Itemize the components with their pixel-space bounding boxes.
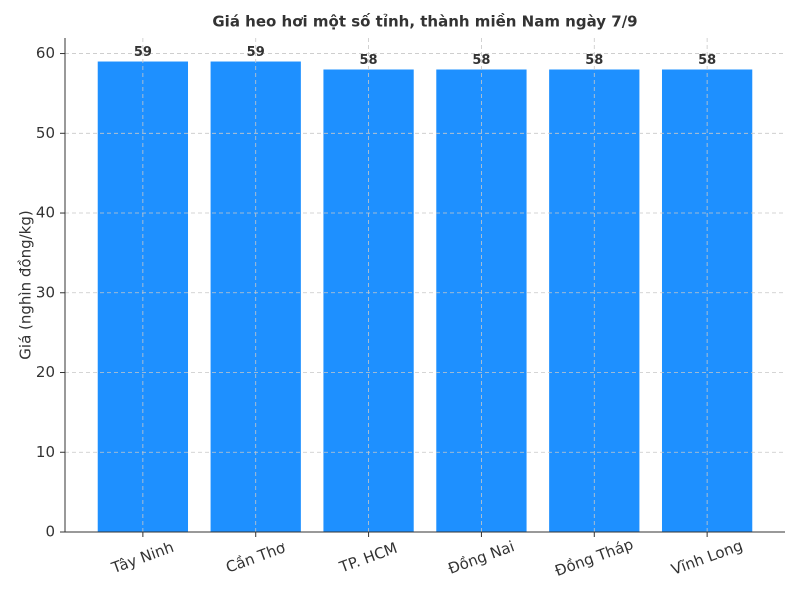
- x-tick-label: TP. HCM: [336, 539, 400, 577]
- y-tick-label: 10: [36, 443, 55, 461]
- x-tick-label: Đồng Tháp: [553, 535, 636, 580]
- x-tick-label: Tây Ninh: [108, 538, 176, 577]
- x-tick-label: Cần Thơ: [223, 538, 288, 576]
- value-label: 58: [360, 53, 378, 68]
- y-tick-label: 0: [45, 523, 55, 541]
- value-label: 58: [472, 53, 490, 68]
- value-label: 58: [698, 53, 716, 68]
- y-tick-label: 60: [36, 44, 55, 62]
- y-tick-label: 30: [36, 283, 55, 301]
- y-axis-label: Giá (nghìn đồng/kg): [17, 210, 35, 359]
- value-label: 59: [134, 45, 152, 60]
- x-tick-label: Vĩnh Long: [669, 536, 745, 578]
- y-tick-label: 40: [36, 204, 55, 222]
- value-label: 58: [585, 53, 603, 68]
- y-tick-label: 20: [36, 363, 55, 381]
- x-tick-label: Đồng Nai: [446, 537, 517, 578]
- value-label: 59: [247, 45, 265, 60]
- y-tick-label: 50: [36, 124, 55, 142]
- chart-title: Giá heo hơi một số tỉnh, thành miền Nam …: [212, 12, 637, 31]
